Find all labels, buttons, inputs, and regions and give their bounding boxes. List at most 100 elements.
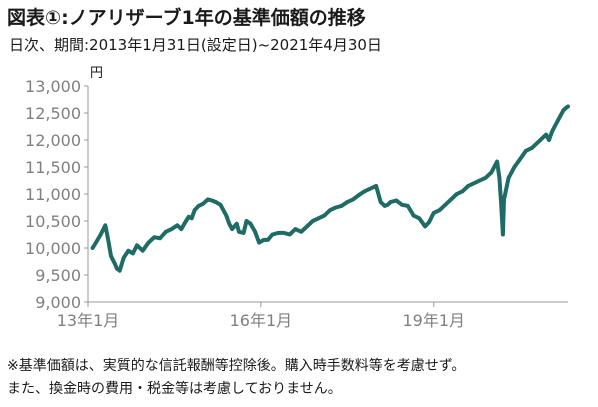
- data-point: [257, 240, 261, 245]
- data-point: [492, 165, 497, 169]
- data-point: [126, 248, 131, 253]
- y-tick-label: 12,500: [25, 104, 81, 123]
- data-point: [417, 216, 422, 221]
- data-point: [550, 130, 554, 134]
- data-point: [443, 203, 448, 207]
- data-point: [262, 238, 266, 242]
- data-point: [201, 201, 205, 206]
- data-point: [378, 200, 383, 204]
- data-point: [431, 211, 436, 215]
- x-tick-label: 19年1月: [402, 311, 465, 330]
- data-point: [499, 203, 504, 207]
- data-point: [224, 213, 229, 218]
- series-group: [90, 104, 570, 273]
- data-point: [455, 192, 459, 196]
- data-point: [121, 255, 126, 260]
- data-point: [117, 268, 122, 273]
- data-point: [385, 203, 390, 207]
- data-point: [394, 198, 399, 203]
- data-point: [357, 193, 361, 197]
- data-point: [495, 159, 499, 164]
- data-point: [406, 204, 410, 208]
- y-unit-label: 円: [90, 66, 104, 81]
- data-point: [234, 221, 239, 226]
- data-point: [512, 165, 517, 169]
- data-point: [362, 189, 367, 194]
- data-point: [316, 216, 321, 221]
- data-point: [158, 236, 162, 241]
- data-point: [169, 227, 174, 231]
- y-tick-label: 10,500: [25, 212, 81, 231]
- data-point: [529, 146, 534, 150]
- data-point: [248, 221, 253, 226]
- data-point: [466, 184, 471, 188]
- data-point: [131, 251, 135, 256]
- data-point: [109, 254, 113, 258]
- data-point: [287, 232, 292, 237]
- data-point: [558, 113, 563, 118]
- data-point: [214, 200, 218, 204]
- y-tick-label: 13,000: [25, 77, 81, 96]
- data-point: [449, 197, 453, 202]
- data-point: [94, 239, 99, 244]
- data-point: [270, 232, 275, 237]
- data-point: [164, 230, 168, 234]
- data-point: [218, 203, 223, 207]
- data-point: [478, 178, 482, 183]
- footnote-2: また、換金時の費用・税金等は考慮しておりません。: [7, 381, 342, 397]
- y-tick-label: 9,500: [35, 266, 81, 285]
- series-line-0: [90, 104, 570, 273]
- data-point: [368, 186, 373, 191]
- data-point: [322, 213, 327, 218]
- data-point: [388, 200, 393, 204]
- data-point: [184, 219, 188, 223]
- data-point: [489, 170, 494, 175]
- data-point: [276, 231, 281, 235]
- data-point: [227, 221, 231, 226]
- data-point: [152, 235, 157, 239]
- data-point: [179, 227, 184, 231]
- data-point: [427, 220, 431, 224]
- data-point: [299, 230, 304, 234]
- data-point: [135, 243, 139, 248]
- y-tick-label: 11,500: [25, 158, 81, 177]
- data-point: [502, 197, 506, 202]
- data-point: [334, 205, 338, 210]
- data-point: [310, 219, 315, 223]
- data-point: [472, 181, 476, 185]
- data-point: [524, 149, 528, 153]
- data-point: [351, 197, 355, 202]
- data-point: [206, 197, 210, 202]
- data-point: [230, 227, 234, 231]
- data-point: [210, 198, 214, 203]
- chart-subtitle: 日次、期間:2013年1月31日(設定日)~2021年4月30日: [9, 36, 382, 54]
- data-point: [187, 214, 191, 219]
- x-tick-label: 13年1月: [57, 311, 120, 330]
- data-point: [374, 184, 378, 188]
- data-point: [282, 231, 286, 235]
- data-point: [400, 203, 404, 207]
- x-axis: 13年1月 16年1月 19年1月: [57, 301, 568, 330]
- data-point: [497, 176, 502, 180]
- data-point: [241, 231, 246, 235]
- data-point: [561, 108, 566, 113]
- data-point: [192, 208, 197, 212]
- chart-title: 図表①:ノアリザーブ1年の基準価額の推移: [7, 7, 366, 29]
- data-point: [266, 238, 270, 242]
- data-point: [552, 124, 557, 129]
- data-point: [423, 224, 427, 229]
- data-point: [518, 157, 522, 161]
- data-point: [345, 200, 350, 204]
- y-tick-label: 11,000: [25, 185, 81, 204]
- data-point: [383, 204, 387, 208]
- data-point: [146, 240, 151, 245]
- data-point: [175, 223, 180, 228]
- data-point: [115, 266, 119, 271]
- data-point: [437, 208, 442, 212]
- data-point: [411, 213, 416, 218]
- nav-line-chart: 13,000 12,500 12,000 11,500 11,000 10,500 10,0…: [25, 77, 570, 330]
- data-point: [483, 176, 488, 180]
- y-tick-label: 9,000: [35, 293, 81, 312]
- data-point: [541, 135, 545, 140]
- data-point: [237, 230, 241, 234]
